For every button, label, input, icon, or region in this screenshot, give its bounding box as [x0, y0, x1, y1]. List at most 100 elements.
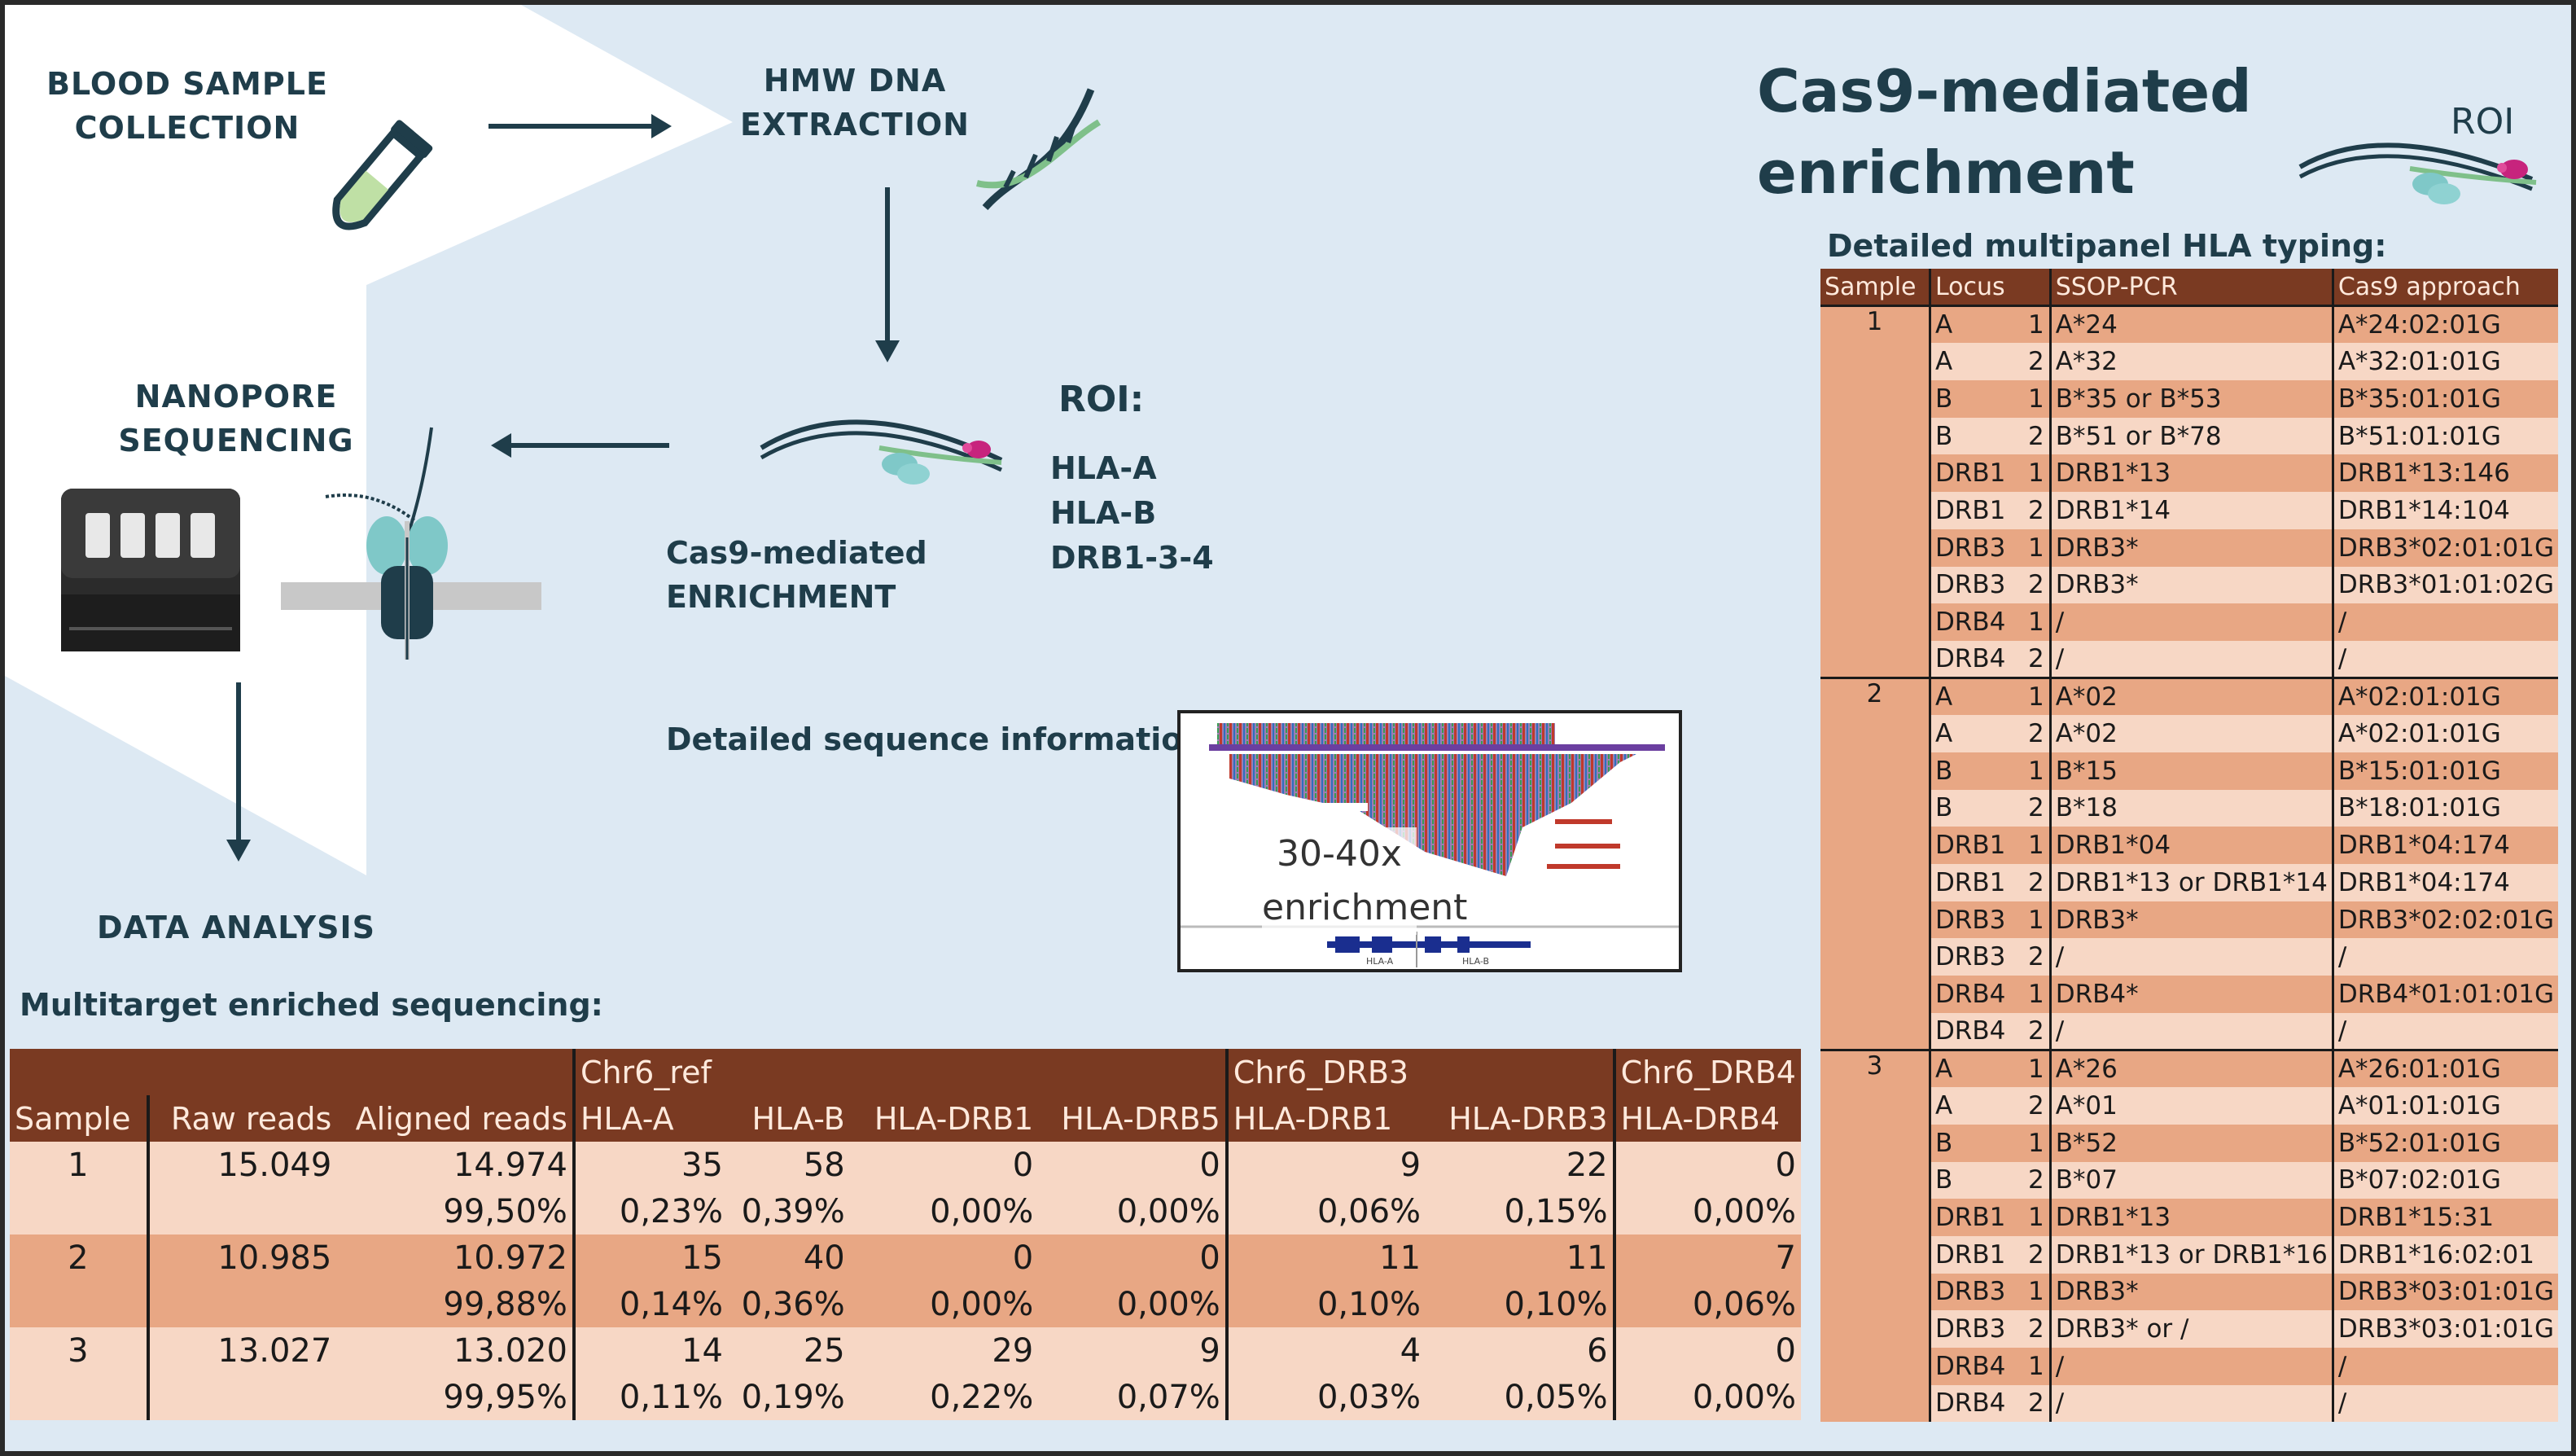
hla-ssop-cell: DRB1*13 or DRB1*14 — [2048, 864, 2333, 901]
hla-locus-name: A — [1934, 719, 1953, 749]
mt-count-cell: 9 — [1224, 1142, 1426, 1188]
hla-row: A 2 A*02 A*02:01:01G — [1820, 715, 2558, 752]
mt-empty-cell — [10, 1281, 148, 1327]
mt-count-cell: 4 — [1224, 1327, 1426, 1374]
hla-cas9-cell: DRB3*01:01:02G — [2331, 566, 2558, 604]
mt-count-cell: 0 — [1038, 1235, 1227, 1281]
mt-pct-cell: 0,03% — [1224, 1374, 1426, 1420]
hla-ssop-cell: DRB3* — [2048, 528, 2333, 567]
hla-row: DRB3 1 DRB3* DRB3*02:02:01G — [1820, 901, 2558, 939]
col-raw-reads: Raw reads — [146, 1095, 337, 1142]
hla-locus-name: DRB4 — [1934, 1015, 2006, 1046]
hla-ssop-cell: DRB1*13 — [2048, 1199, 2333, 1236]
multitarget-pct-row: 99,88% 0,14% 0,36% 0,00% 0,00% 0,10% 0,10% 0,06… — [10, 1281, 1801, 1327]
mt-pct-cell: 0,00% — [849, 1188, 1039, 1235]
multitarget-count-row: 2 10.985 10.972 15 40 0 0 11 11 7 — [10, 1235, 1801, 1281]
hla-allele-index: 2 — [2027, 1015, 2044, 1046]
mt-aligned-pct-cell: 99,50% — [336, 1188, 574, 1235]
hla-allele-index: 1 — [2027, 1055, 2044, 1085]
hla-allele-index: 1 — [2027, 458, 2044, 489]
mt-pct-cell: 0,05% — [1426, 1374, 1614, 1420]
hla-cas9-cell: DRB3*03:01:01G — [2331, 1310, 2558, 1348]
mt-sample-cell: 1 — [10, 1142, 148, 1188]
mt-count-cell: 40 — [727, 1235, 850, 1281]
dna-helix-icon — [976, 88, 1102, 210]
roi-label: ROI — [2451, 101, 2515, 143]
hla-row: 3 A 1 A*26 A*26:01:01G — [1820, 1048, 2558, 1088]
header-sample: Sample — [1820, 269, 1930, 306]
hla-sample-cell — [1820, 492, 1930, 529]
hla-locus-name: DRB3 — [1934, 570, 2006, 600]
hla-sample-cell — [1820, 1384, 1930, 1423]
hla-row: DRB4 1 DRB4* DRB4*01:01:01G — [1820, 976, 2558, 1013]
hla-typing-subtitle: Detailed multipanel HLA typing: — [1827, 228, 2387, 264]
hla-allele-index: 1 — [2027, 1203, 2044, 1233]
hla-cas9-cell: A*26:01:01G — [2331, 1048, 2558, 1088]
col-hla-drb1: HLA-DRB1 — [849, 1095, 1039, 1142]
hla-ssop-cell: A*26 — [2048, 1048, 2333, 1088]
hla-allele-index: 1 — [2027, 756, 2044, 786]
mt-pct-cell: 0,00% — [1612, 1188, 1801, 1235]
hla-allele-index: 1 — [2027, 1277, 2044, 1307]
hla-locus-name: B — [1934, 421, 1953, 451]
mt-count-cell: 35 — [572, 1142, 728, 1188]
hla-row: DRB3 2 DRB3* or / DRB3*03:01:01G — [1820, 1310, 2558, 1348]
mt-pct-cell: 0,00% — [849, 1281, 1039, 1327]
step-data-analysis: DATA ANALYSIS — [97, 910, 375, 945]
hla-ssop-cell: / — [2048, 603, 2333, 641]
hla-ssop-cell: / — [2048, 938, 2333, 976]
hla-sample-cell — [1820, 343, 1930, 381]
hla-cas9-cell: DRB3*03:01:01G — [2331, 1273, 2558, 1311]
hla-sample-cell — [1820, 976, 1930, 1013]
col-hla-drb4: HLA-DRB4 — [1612, 1095, 1801, 1142]
axis-label-hla-b: HLA-B — [1462, 956, 1490, 967]
hla-sample-cell — [1820, 901, 1930, 939]
mt-pct-cell: 0,15% — [1426, 1188, 1614, 1235]
hla-allele-index: 2 — [2027, 1239, 2044, 1270]
mt-count-cell: 22 — [1426, 1142, 1614, 1188]
hla-row: DRB3 1 DRB3* DRB3*02:01:01G — [1820, 528, 2558, 567]
hla-sample-cell — [1820, 417, 1930, 455]
hla-sample-cell — [1820, 528, 1930, 567]
col-hla-drb1-drb3: HLA-DRB1 — [1224, 1095, 1426, 1142]
hla-allele-index: 1 — [2027, 979, 2044, 1009]
hla-cas9-cell: / — [2331, 1384, 2558, 1423]
mt-aligned-pct-cell: 99,95% — [336, 1374, 574, 1420]
hla-cas9-cell: B*07:02:01G — [2331, 1161, 2558, 1199]
hla-row: DRB4 2// — [1820, 1012, 2558, 1050]
hla-cas9-cell: B*18:01:01G — [2331, 789, 2558, 827]
hla-allele-index: 2 — [2027, 347, 2044, 377]
hla-locus-name: DRB3 — [1934, 1314, 2006, 1344]
arrow-right-1 — [488, 114, 672, 138]
nanopore-membrane-icon — [281, 427, 541, 660]
mt-count-cell: 11 — [1224, 1235, 1426, 1281]
hla-ssop-cell: DRB3* or / — [2048, 1310, 2333, 1348]
hla-ssop-cell: B*15 — [2048, 752, 2333, 790]
multitarget-pct-row: 99,95% 0,11% 0,19% 0,22% 0,07% 0,03% 0,05% 0,00… — [10, 1374, 1801, 1420]
hla-locus-cell: DRB3 1 — [1928, 1273, 2051, 1311]
hla-allele-index: 2 — [2027, 942, 2044, 972]
hla-locus-name: DRB1 — [1934, 458, 2006, 489]
header-cas9: Cas9 approach — [2331, 269, 2558, 306]
header-locus: Locus — [1928, 269, 2051, 306]
hla-sample-cell — [1820, 380, 1930, 418]
hla-cas9-cell: A*01:01:01G — [2331, 1087, 2558, 1125]
hla-ssop-cell: DRB1*13 — [2048, 454, 2333, 493]
hla-sample-cell — [1820, 715, 1930, 752]
mt-pct-cell: 0,10% — [1426, 1281, 1614, 1327]
group-chr6-ref: Chr6_ref — [572, 1049, 1227, 1095]
hla-allele-index: 2 — [2027, 719, 2044, 749]
step-hmw-dna: HMW DNA EXTRACTION — [740, 63, 970, 143]
hla-locus-name: DRB4 — [1934, 607, 2006, 638]
cas9-complex-icon — [760, 419, 1003, 485]
mt-count-cell: 29 — [849, 1327, 1039, 1374]
mt-aligned-cell: 13.020 — [336, 1327, 574, 1374]
hla-locus-name: DRB1 — [1934, 1203, 2006, 1233]
hla-locus-cell: DRB1 2 — [1928, 1235, 2051, 1274]
hla-ssop-cell: / — [2048, 1384, 2333, 1423]
